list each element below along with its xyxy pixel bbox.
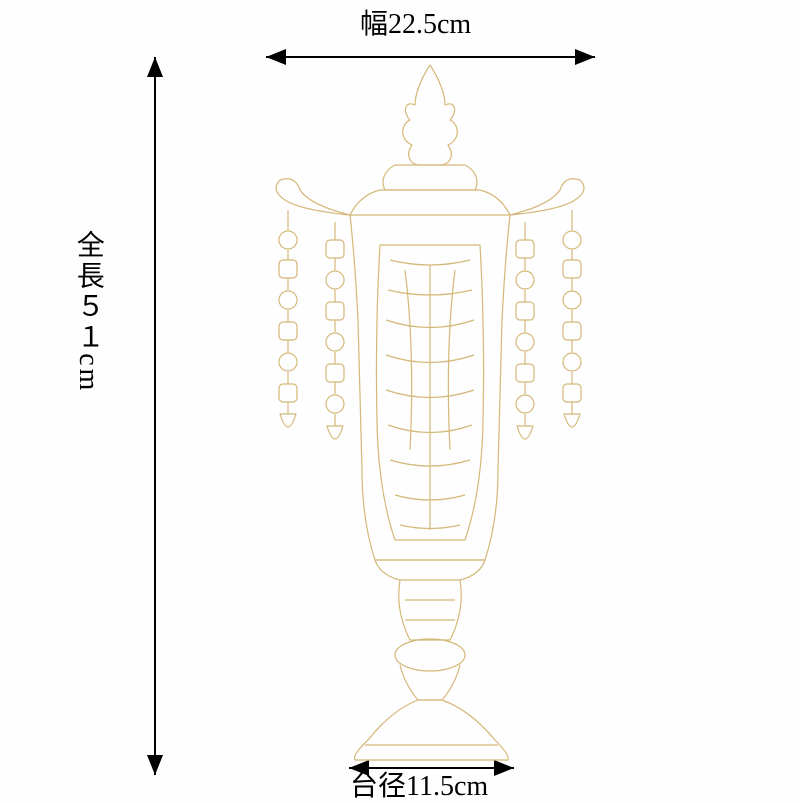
diagram-svg (0, 0, 800, 800)
object-outline (276, 65, 584, 760)
